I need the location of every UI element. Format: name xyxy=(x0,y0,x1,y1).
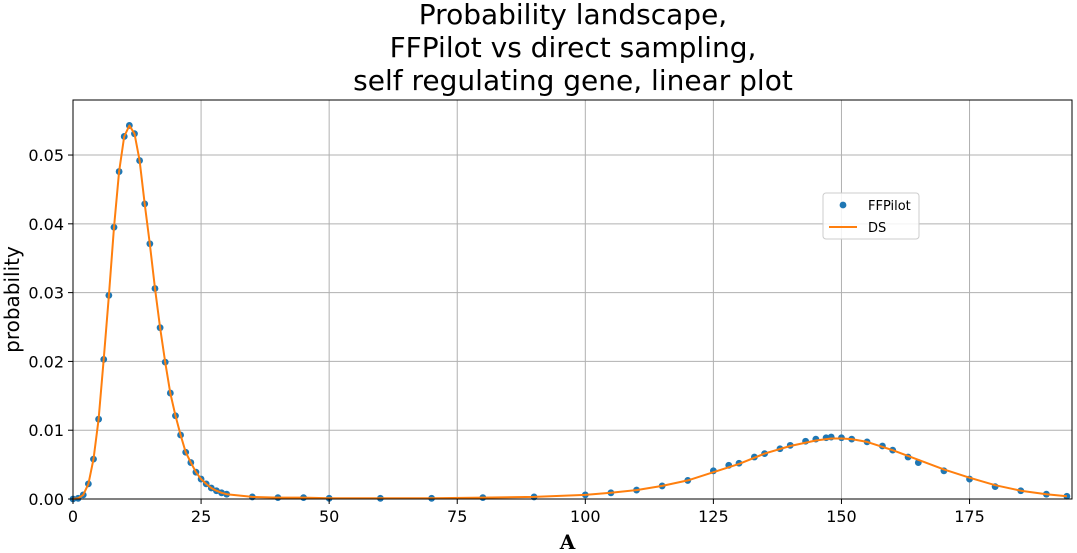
x-tick-label: 75 xyxy=(447,507,467,526)
y-tick-label: 0.03 xyxy=(28,284,64,303)
x-tick-label: 125 xyxy=(698,507,729,526)
legend: FFPilot DS xyxy=(822,192,920,240)
y-tick-label: 0.04 xyxy=(28,215,64,234)
x-tick-label: 150 xyxy=(826,507,857,526)
x-tick-label: 50 xyxy=(319,507,339,526)
title-line-1: Probability landscape, xyxy=(419,0,727,31)
y-tick-label: 0.02 xyxy=(28,352,64,371)
title-line-2: FFPilot vs direct sampling, xyxy=(390,31,757,64)
y-axis-label: probability xyxy=(0,246,24,353)
y-tick-label: 0.05 xyxy=(28,146,64,165)
x-tick-label: 175 xyxy=(954,507,985,526)
legend-ffpilot-marker xyxy=(839,201,847,209)
x-tick-label: 25 xyxy=(191,507,211,526)
ds-series-line xyxy=(72,124,1067,500)
chart-title: Probability landscape, FFPilot vs direct… xyxy=(353,0,793,97)
plot-frame xyxy=(72,99,1073,500)
x-axis: 0 25 50 75 100 125 150 175 xyxy=(68,499,985,526)
y-tick-label: 0.00 xyxy=(28,490,64,509)
y-tick-label: 0.01 xyxy=(28,421,64,440)
x-axis-label: A xyxy=(559,530,576,553)
x-tick-label: 0 xyxy=(68,507,78,526)
grid xyxy=(72,100,1072,500)
legend-ds-label: DS xyxy=(868,221,886,236)
y-axis: 0.00 0.01 0.02 0.03 0.04 0.05 xyxy=(28,146,73,509)
x-tick-label: 100 xyxy=(570,507,601,526)
title-line-3: self regulating gene, linear plot xyxy=(353,64,793,97)
legend-ffpilot-label: FFPilot xyxy=(868,199,911,214)
plot-area xyxy=(69,122,1071,503)
